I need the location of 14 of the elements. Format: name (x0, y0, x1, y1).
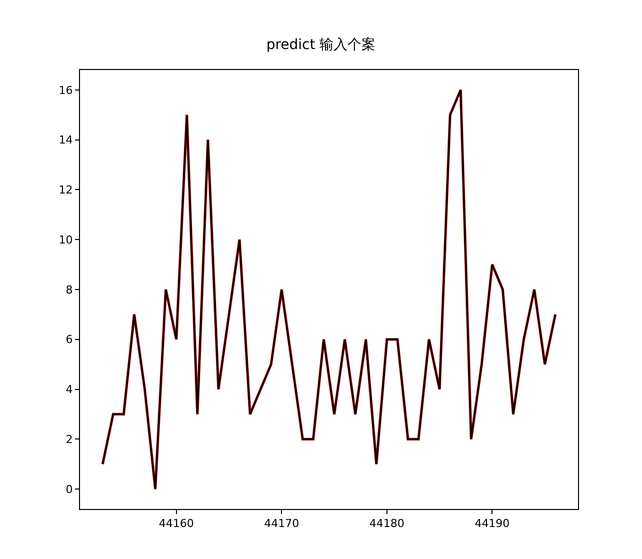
y-tick-label: 2 (66, 433, 73, 446)
x-tick-label: 44170 (264, 517, 300, 530)
y-tick-label: 0 (66, 482, 73, 496)
x-tick-label: 44160 (158, 517, 194, 530)
y-tick-label: 10 (58, 233, 73, 246)
y-tick-label: 4 (66, 383, 73, 396)
y-tick-label: 16 (58, 84, 73, 97)
y-tick-label: 14 (58, 134, 73, 147)
y-tick-label: 6 (66, 333, 73, 346)
x-tick-label: 44180 (369, 517, 404, 530)
x-tick-label: 44190 (474, 517, 510, 530)
y-tick-label: 12 (58, 184, 73, 197)
chart-title: predict 输入个案 (266, 36, 376, 53)
y-tick-label: 8 (66, 283, 73, 296)
